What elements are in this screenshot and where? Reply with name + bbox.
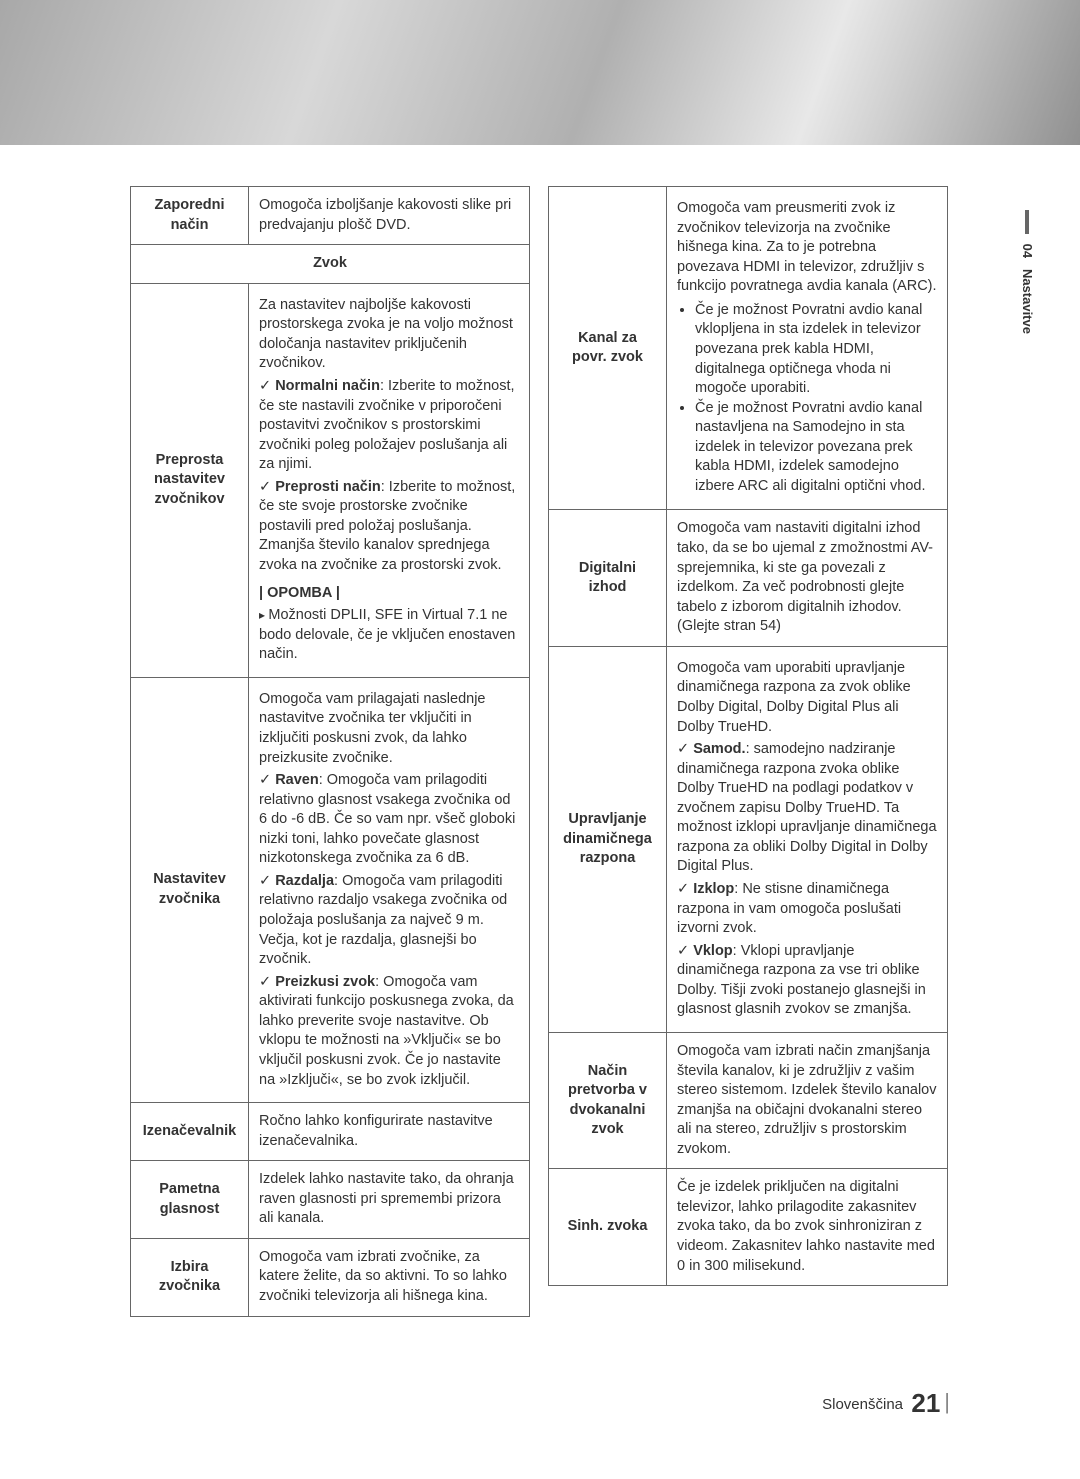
row-desc: Če je izdelek priključen na digitalni te… — [667, 1169, 948, 1286]
table-row: Sinh. zvoka Če je izdelek priključen na … — [549, 1169, 948, 1286]
note-item: Možnosti DPLII, SFE in Virtual 7.1 ne bo… — [259, 606, 519, 665]
row-label: Nastavitev zvočnika — [131, 677, 249, 1102]
right-column: Kanal za povr. zvok Omogoča vam preusmer… — [548, 186, 948, 1317]
page-footer: Slovenščina 21| — [822, 1388, 950, 1419]
row-desc: Omogoča vam preusmeriti zvok iz zvočniko… — [667, 187, 948, 510]
row-label: Pametna glasnost — [131, 1161, 249, 1239]
row-desc: Omogoča vam nastaviti digitalni izhod ta… — [667, 510, 948, 646]
table-row: Nastavitev zvočnika Omogoča vam prilagaj… — [131, 677, 530, 1102]
bullet-list: Če je možnost Povratni avdio kanal vklop… — [677, 301, 937, 497]
side-tab: 04 Nastavitve — [1020, 210, 1035, 334]
table-row: Zaporedni način Omogoča izboljšanje kako… — [131, 187, 530, 245]
table-row: Upravljanje dinamičnega razpona Omogoča … — [549, 646, 948, 1032]
left-table: Zaporedni način Omogoča izboljšanje kako… — [130, 186, 530, 1317]
row-desc: Omogoča vam uporabiti upravljanje dinami… — [667, 646, 948, 1032]
row-desc: Omogoča izboljšanje kakovosti slike pri … — [249, 187, 530, 245]
row-desc: Izdelek lahko nastavite tako, da ohranja… — [249, 1161, 530, 1239]
row-desc: Omogoča vam prilagajati naslednje nastav… — [249, 677, 530, 1102]
side-tab-label: Nastavitve — [1020, 269, 1035, 334]
table-row: Preprosta nastavitev zvočnikov Za nastav… — [131, 283, 530, 677]
section-header-row: Zvok — [131, 245, 530, 284]
side-tab-num: 04 — [1020, 244, 1035, 258]
left-column: Zaporedni način Omogoča izboljšanje kako… — [130, 186, 530, 1317]
content-columns: Zaporedni način Omogoča izboljšanje kako… — [130, 186, 950, 1317]
row-label: Sinh. zvoka — [549, 1169, 667, 1286]
page-number: 21 — [911, 1388, 940, 1418]
row-desc: Ročno lahko konfigurirate nastavitve ize… — [249, 1103, 530, 1161]
section-header: Zvok — [131, 245, 530, 284]
right-table: Kanal za povr. zvok Omogoča vam preusmer… — [548, 186, 948, 1286]
row-label: Kanal za povr. zvok — [549, 187, 667, 510]
row-desc: Omogoča vam izbrati zvočnike, za katere … — [249, 1238, 530, 1316]
table-row: Kanal za povr. zvok Omogoča vam preusmer… — [549, 187, 948, 510]
row-desc: Omogoča vam izbrati način zmanjšanja šte… — [667, 1032, 948, 1168]
table-row: Način pretvorba v dvokanalni zvok Omogoč… — [549, 1032, 948, 1168]
header-gradient — [0, 0, 1080, 145]
table-row: Pametna glasnost Izdelek lahko nastavite… — [131, 1161, 530, 1239]
list-item: Če je možnost Povratni avdio kanal vklop… — [695, 301, 937, 399]
table-row: Izenačevalnik Ročno lahko konfigurirate … — [131, 1103, 530, 1161]
row-label: Način pretvorba v dvokanalni zvok — [549, 1032, 667, 1168]
row-label: Upravljanje dinamičnega razpona — [549, 646, 667, 1032]
table-row: Digitalni izhod Omogoča vam nastaviti di… — [549, 510, 948, 646]
row-label: Preprosta nastavitev zvočnikov — [131, 283, 249, 677]
row-label: Zaporedni način — [131, 187, 249, 245]
row-label: Izbira zvočnika — [131, 1238, 249, 1316]
table-row: Izbira zvočnika Omogoča vam izbrati zvoč… — [131, 1238, 530, 1316]
list-item: Če je možnost Povratni avdio kanal nasta… — [695, 399, 937, 497]
footer-lang: Slovenščina — [822, 1396, 903, 1413]
row-desc: Za nastavitev najboljše kakovosti prosto… — [249, 283, 530, 677]
note-heading: | OPOMBA | — [259, 584, 519, 604]
row-label: Digitalni izhod — [549, 510, 667, 646]
row-label: Izenačevalnik — [131, 1103, 249, 1161]
